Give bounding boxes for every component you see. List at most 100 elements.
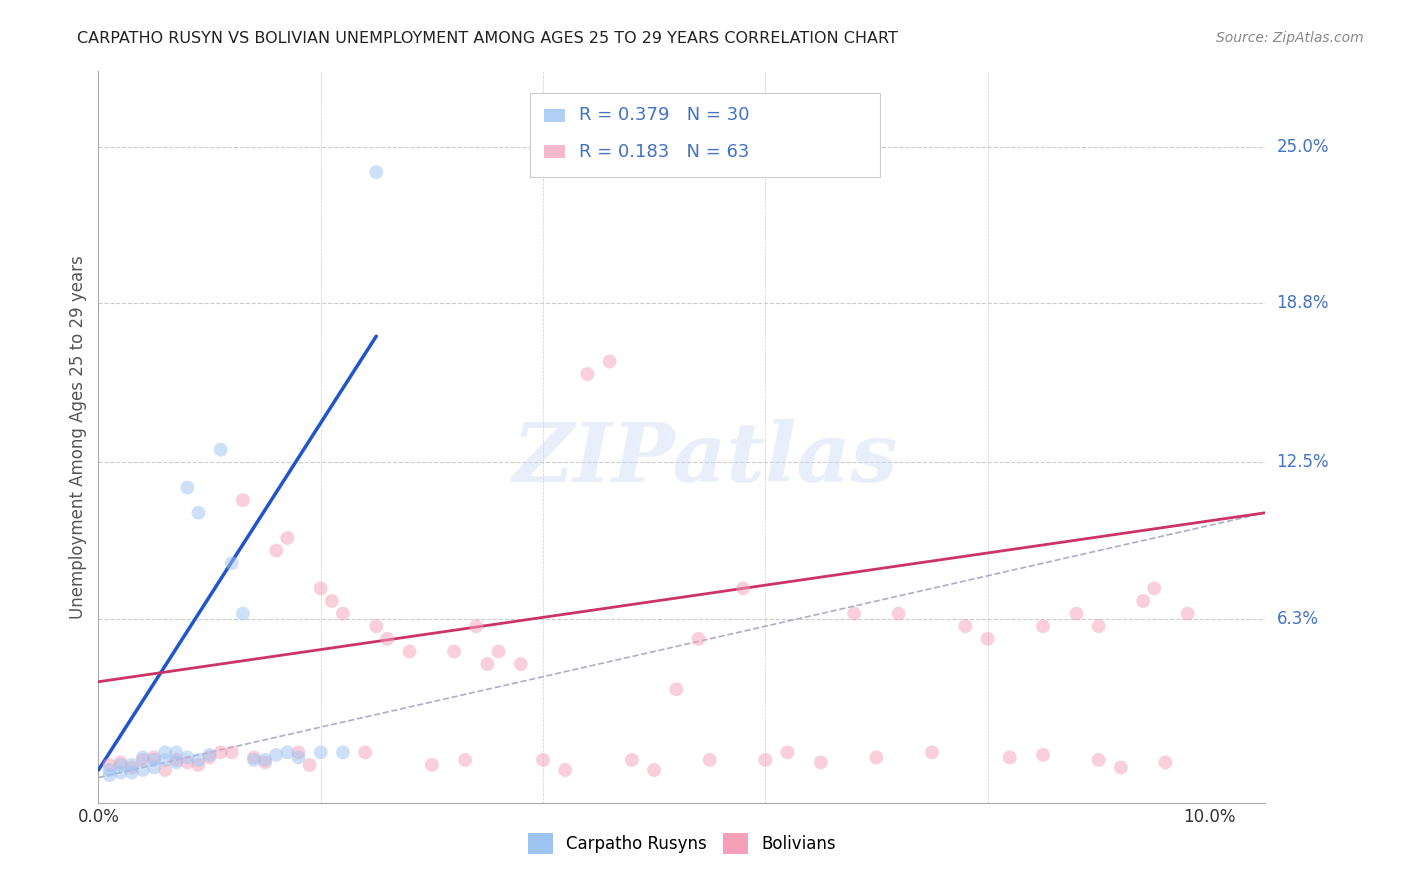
Point <box>509 657 531 671</box>
Point <box>465 619 488 633</box>
Point <box>176 750 198 764</box>
Point <box>153 753 176 767</box>
Point <box>143 760 166 774</box>
Point <box>1032 619 1054 633</box>
Point <box>665 682 688 697</box>
Point <box>643 763 665 777</box>
Point <box>254 756 277 770</box>
FancyBboxPatch shape <box>530 94 880 178</box>
Point <box>477 657 499 671</box>
Point <box>309 745 332 759</box>
Point <box>1132 594 1154 608</box>
Point <box>398 644 420 658</box>
Point <box>254 753 277 767</box>
Point <box>276 745 298 759</box>
Text: 18.8%: 18.8% <box>1277 294 1329 312</box>
Point <box>98 763 121 777</box>
Point <box>309 582 332 596</box>
Point <box>232 493 254 508</box>
Point <box>298 758 321 772</box>
Point <box>153 763 176 777</box>
Point <box>865 750 887 764</box>
Point <box>176 756 198 770</box>
Point <box>354 745 377 759</box>
Point <box>1087 753 1109 767</box>
Text: R = 0.379   N = 30: R = 0.379 N = 30 <box>579 106 749 124</box>
Point <box>143 753 166 767</box>
Point <box>165 753 187 767</box>
Point <box>165 756 187 770</box>
Text: Source: ZipAtlas.com: Source: ZipAtlas.com <box>1216 31 1364 45</box>
Point <box>98 758 121 772</box>
Point <box>887 607 910 621</box>
Point <box>98 768 121 782</box>
Point <box>554 763 576 777</box>
FancyBboxPatch shape <box>544 109 565 122</box>
Point <box>321 594 343 608</box>
Point <box>132 753 155 767</box>
Point <box>377 632 399 646</box>
Point <box>531 753 554 767</box>
Point <box>1087 619 1109 633</box>
Point <box>121 760 143 774</box>
Point <box>110 765 132 780</box>
Point <box>454 753 477 767</box>
Point <box>187 758 209 772</box>
Point <box>1109 760 1132 774</box>
Point <box>110 758 132 772</box>
Point <box>264 747 287 762</box>
FancyBboxPatch shape <box>544 145 565 159</box>
Point <box>121 765 143 780</box>
Point <box>198 750 221 764</box>
Point <box>132 763 155 777</box>
Text: ZIPatlas: ZIPatlas <box>513 419 898 499</box>
Point <box>1143 582 1166 596</box>
Text: CARPATHO RUSYN VS BOLIVIAN UNEMPLOYMENT AMONG AGES 25 TO 29 YEARS CORRELATION CH: CARPATHO RUSYN VS BOLIVIAN UNEMPLOYMENT … <box>77 31 898 46</box>
Point <box>810 756 832 770</box>
Point <box>287 745 309 759</box>
Point <box>110 756 132 770</box>
Point <box>731 582 754 596</box>
Point <box>488 644 510 658</box>
Point <box>1032 747 1054 762</box>
Point <box>754 753 776 767</box>
Point <box>976 632 998 646</box>
Point <box>688 632 710 646</box>
Point <box>332 607 354 621</box>
Point <box>176 481 198 495</box>
Point <box>998 750 1021 764</box>
Point <box>221 556 243 570</box>
Point <box>599 354 621 368</box>
Point <box>232 607 254 621</box>
Point <box>221 745 243 759</box>
Point <box>576 367 599 381</box>
Point <box>1177 607 1199 621</box>
Point <box>921 745 943 759</box>
Point <box>776 745 799 759</box>
Point <box>287 750 309 764</box>
Point <box>443 644 465 658</box>
Point <box>1154 756 1177 770</box>
Point <box>121 758 143 772</box>
Point <box>420 758 443 772</box>
Point <box>243 750 266 764</box>
Point <box>198 747 221 762</box>
Point <box>366 165 388 179</box>
Point <box>264 543 287 558</box>
Point <box>620 753 643 767</box>
Point <box>187 753 209 767</box>
Point <box>955 619 977 633</box>
Point <box>132 750 155 764</box>
Text: 12.5%: 12.5% <box>1277 453 1329 471</box>
Point <box>165 745 187 759</box>
Point <box>209 442 232 457</box>
Point <box>276 531 298 545</box>
Point <box>243 753 266 767</box>
Point <box>209 745 232 759</box>
Point <box>1066 607 1088 621</box>
Point <box>332 745 354 759</box>
Y-axis label: Unemployment Among Ages 25 to 29 years: Unemployment Among Ages 25 to 29 years <box>69 255 87 619</box>
Text: R = 0.183   N = 63: R = 0.183 N = 63 <box>579 143 749 161</box>
Text: 6.3%: 6.3% <box>1277 609 1319 628</box>
Point <box>699 753 721 767</box>
